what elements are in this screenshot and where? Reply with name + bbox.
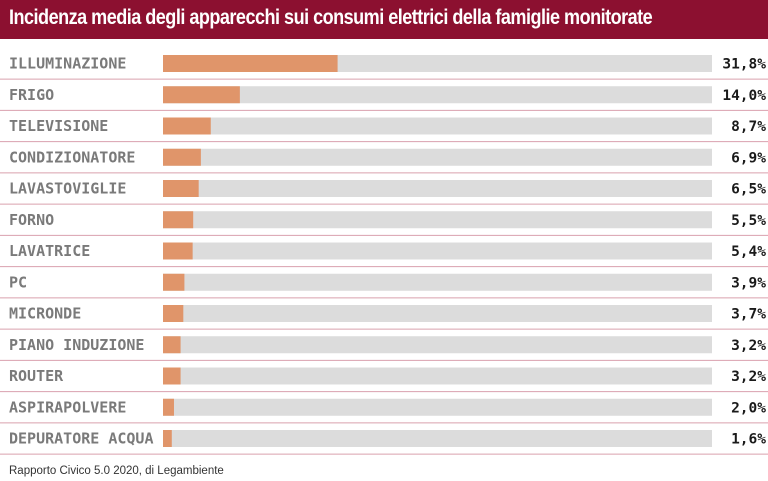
bar: [163, 180, 199, 197]
value-label: 5,4%: [731, 244, 766, 260]
bar: [163, 367, 181, 385]
bar: [163, 148, 201, 166]
value-label: 1,6%: [731, 432, 766, 448]
category-label: FORNO: [9, 211, 54, 229]
category-label: FRIGO: [9, 86, 54, 104]
value-label: 2,0%: [731, 400, 766, 416]
bar: [163, 55, 338, 72]
category-label: LAVATRICE: [9, 242, 90, 260]
category-label: DEPURATORE ACQUA: [9, 430, 154, 448]
bar: [163, 305, 184, 322]
category-label: ROUTER: [9, 367, 64, 385]
bar: [163, 211, 194, 229]
value-label: 6,5%: [731, 182, 766, 198]
value-label: 6,9%: [731, 150, 766, 166]
bar: [163, 117, 211, 135]
bar-track: [163, 242, 712, 260]
value-label: 3,2%: [731, 369, 766, 385]
bar: [163, 430, 172, 447]
bar: [163, 86, 240, 104]
bar: [163, 336, 181, 354]
bar-track: [163, 336, 712, 354]
bar-track: [163, 273, 712, 291]
bar-track: [163, 430, 712, 447]
bar-track: [163, 180, 712, 197]
bar-track: [163, 148, 712, 166]
bar-track: [163, 305, 712, 322]
source-note: Rapporto Civico 5.0 2020, di Legambiente: [9, 465, 224, 477]
category-label: MICRONDE: [9, 305, 81, 323]
value-label: 8,7%: [731, 119, 766, 135]
category-label: ASPIRAPOLVERE: [9, 398, 126, 416]
bar-track: [163, 398, 712, 416]
value-label: 3,9%: [731, 275, 766, 291]
category-label: PIANO INDUZIONE: [9, 336, 144, 354]
bar: [163, 242, 193, 260]
bar-track: [163, 211, 712, 229]
category-label: TELEVISIONE: [9, 117, 108, 135]
bar-track: [163, 367, 712, 385]
value-label: 3,7%: [731, 307, 766, 323]
bar-track: [163, 117, 712, 135]
chart-title: Incidenza media degli apparecchi sui con…: [9, 6, 653, 29]
category-label: CONDIZIONATORE: [9, 148, 135, 166]
value-label: 31,8%: [722, 57, 766, 73]
value-label: 5,5%: [731, 213, 766, 229]
category-label: PC: [9, 273, 27, 291]
category-label: LAVASTOVIGLIE: [9, 180, 126, 198]
category-label: ILLUMINAZIONE: [9, 55, 126, 73]
bar-track: [163, 86, 712, 104]
chart-header: Incidenza media degli apparecchi sui con…: [0, 0, 768, 39]
value-label: 3,2%: [731, 338, 766, 354]
bar: [163, 398, 174, 416]
value-label: 14,0%: [722, 88, 766, 104]
bar: [163, 273, 185, 291]
